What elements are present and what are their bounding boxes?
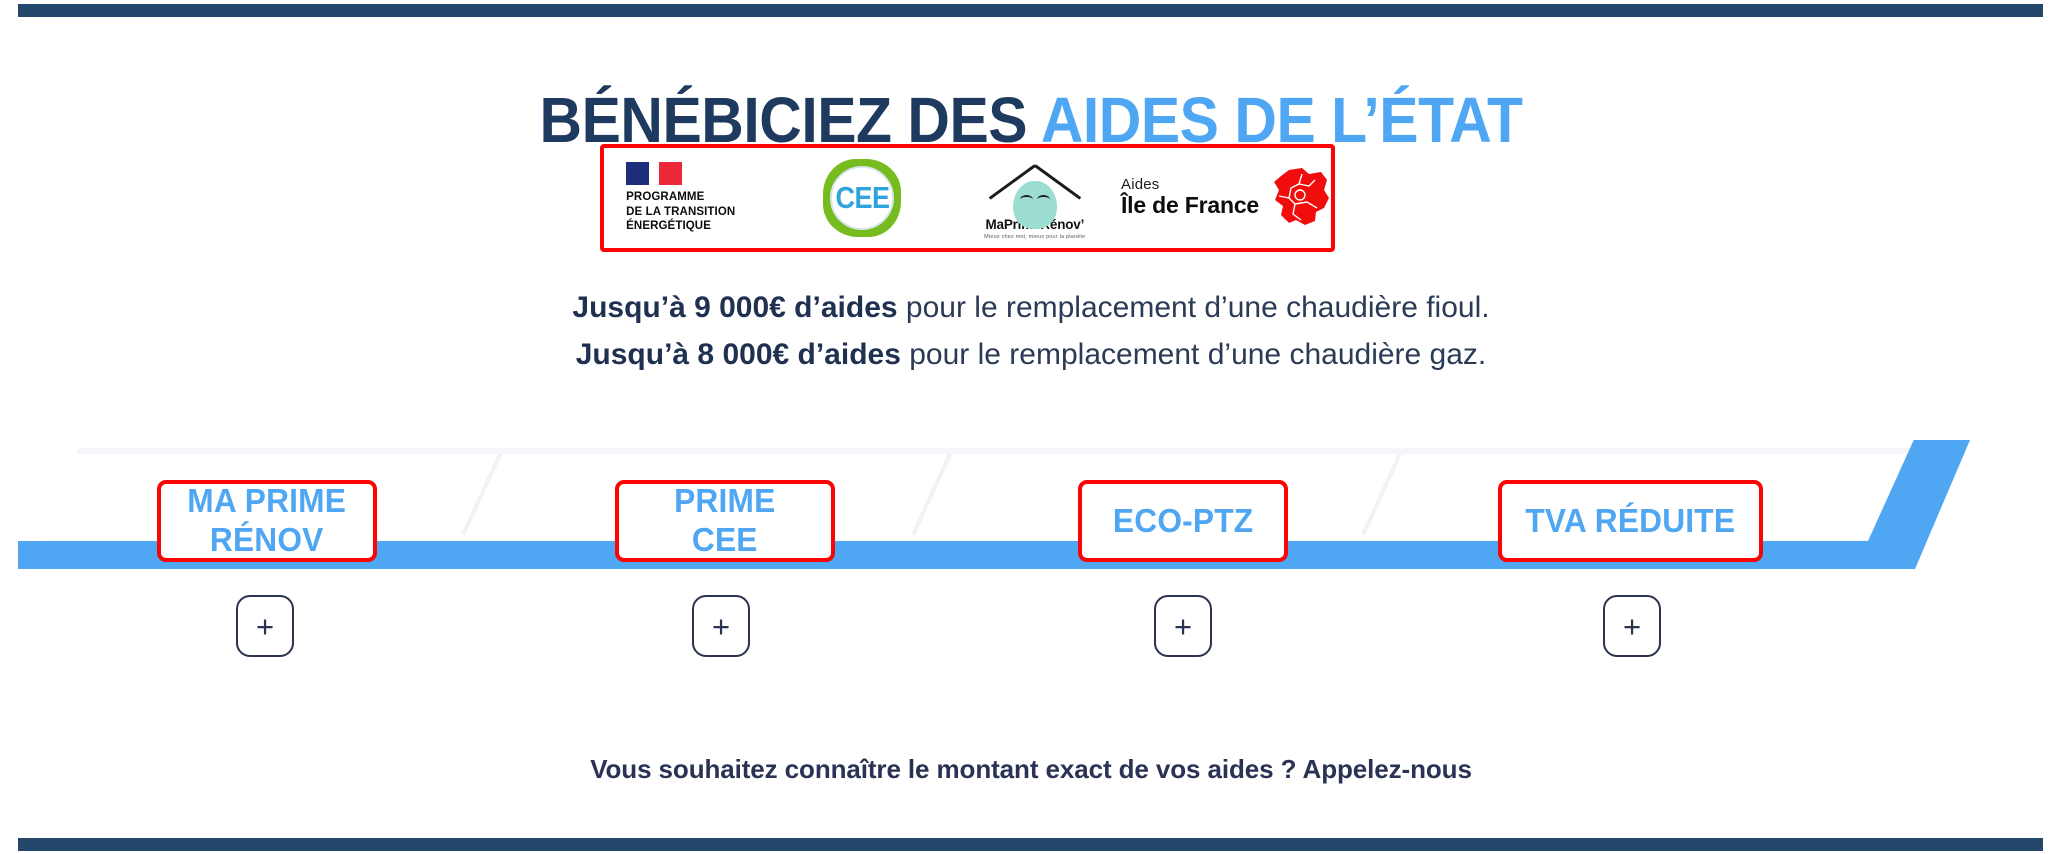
bottom-divider-bar bbox=[18, 838, 2043, 851]
house-smiley-icon bbox=[960, 161, 1110, 229]
plus-icon: + bbox=[255, 608, 275, 644]
aide-amount-line: Jusqu’à 9 000€ d’aides pour le remplacem… bbox=[0, 284, 2062, 331]
expand-button-eco-ptz[interactable]: + bbox=[1154, 595, 1212, 657]
french-flag-icon bbox=[626, 161, 683, 185]
logo-mpr-tagline: Mieux chez moi, mieux pour la planète bbox=[984, 233, 1086, 240]
expand-button-prime-cee[interactable]: + bbox=[692, 595, 750, 657]
logo-pte-line3: ÉNERGÉTIQUE bbox=[626, 220, 711, 233]
aide-card-line2: CEE bbox=[692, 521, 758, 558]
plus-icon: + bbox=[711, 608, 731, 644]
logo-aides-ile-de-france: Aides Île de France bbox=[1121, 148, 1331, 248]
page-title: BÉNÉBICIEZ DES AIDES DE L’ÉTAT bbox=[82, 83, 1979, 156]
ile-de-france-map-icon bbox=[1274, 168, 1330, 225]
aide-cards: MA PRIME RÉNOV + PRIME CEE + ECO-PTZ bbox=[0, 440, 2062, 670]
aide-card-ma-prime-renov[interactable]: MA PRIME RÉNOV bbox=[157, 480, 377, 562]
aide-amount-rest: pour le remplacement d’une chaudière fio… bbox=[897, 291, 1490, 324]
logo-pte-line2: DE LA TRANSITION bbox=[626, 205, 736, 218]
aide-card-line2: RÉNOV bbox=[210, 521, 324, 558]
expand-button-tva-reduite[interactable]: + bbox=[1603, 595, 1661, 657]
plus-icon: + bbox=[1622, 608, 1642, 644]
expand-button-ma-prime-renov[interactable]: + bbox=[236, 595, 294, 657]
page-title-light: AIDES DE L’ÉTAT bbox=[1040, 83, 1523, 156]
aide-card-line1: MA PRIME bbox=[187, 482, 347, 520]
aide-card-prime-cee[interactable]: PRIME CEE bbox=[615, 480, 835, 562]
aide-amount-bold: Jusqu’à 9 000€ d’aides bbox=[572, 291, 898, 324]
aide-card-tva-reduite[interactable]: TVA RÉDUITE bbox=[1498, 480, 1763, 562]
top-divider-bar bbox=[18, 4, 2043, 17]
aide-amount-line: Jusqu’à 8 000€ d’aides pour le remplacem… bbox=[0, 331, 2062, 378]
aide-amount-rest: pour le remplacement d’une chaudière gaz… bbox=[900, 338, 1487, 372]
logo-idf-line2: Île de France bbox=[1120, 192, 1260, 219]
logo-cee: CEE bbox=[776, 148, 948, 248]
cee-badge-icon: CEE bbox=[823, 159, 902, 237]
logo-programme-transition-energetique: PROGRAMME DE LA TRANSITION ÉNERGÉTIQUE bbox=[604, 148, 776, 248]
logo-pte-line1: PROGRAMME bbox=[626, 190, 705, 203]
partner-logos-strip: PROGRAMME DE LA TRANSITION ÉNERGÉTIQUE C… bbox=[600, 144, 1335, 252]
logo-maprimerenov: MaPrimeRénov’ Mieux chez moi, mieux pour… bbox=[949, 148, 1121, 248]
aide-card-line1: ECO-PTZ bbox=[1112, 501, 1254, 539]
aide-card-eco-ptz[interactable]: ECO-PTZ bbox=[1078, 480, 1288, 562]
aide-card-line1: TVA RÉDUITE bbox=[1525, 501, 1736, 539]
plus-icon: + bbox=[1173, 608, 1193, 644]
aide-amount-lines: Jusqu’à 9 000€ d’aides pour le remplacem… bbox=[0, 284, 2062, 379]
aide-amount-bold: Jusqu’à 8 000€ d’aides bbox=[575, 338, 901, 372]
page-title-dark: BÉNÉBICIEZ DES bbox=[539, 83, 1041, 156]
aide-card-line1: PRIME bbox=[674, 482, 776, 520]
aides-ribbon: MA PRIME RÉNOV + PRIME CEE + ECO-PTZ bbox=[0, 440, 2062, 670]
call-to-action-text: Vous souhaitez connaître le montant exac… bbox=[590, 754, 1472, 784]
logo-cee-label: CEE bbox=[835, 180, 890, 215]
logo-idf-line1: Aides bbox=[1120, 175, 1160, 193]
